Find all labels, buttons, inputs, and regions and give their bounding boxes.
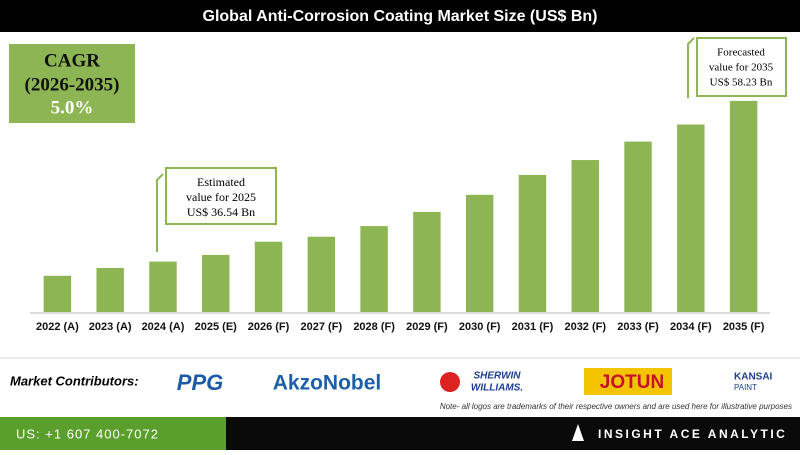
callout-text: US$ 58.23 Bn xyxy=(710,77,773,89)
x-tick-label: 2025 (E) xyxy=(195,321,238,333)
callout-text: value for 2035 xyxy=(709,62,774,74)
title-bar xyxy=(0,0,800,32)
bar xyxy=(149,261,177,312)
callout-bracket xyxy=(687,37,695,98)
logo: PPG xyxy=(177,370,223,395)
x-tick-label: 2026 (F) xyxy=(248,321,290,333)
logo-icon xyxy=(440,372,460,392)
x-tick-label: 2028 (F) xyxy=(353,321,395,333)
x-tick-label: 2027 (F) xyxy=(301,321,343,333)
logo: SHERWIN xyxy=(473,371,521,382)
logo: WILLIAMS. xyxy=(471,383,523,394)
bar xyxy=(571,160,599,312)
bar xyxy=(729,100,758,312)
callout-text: Estimated xyxy=(197,175,245,189)
x-tick-label: 2022 (A) xyxy=(36,321,79,333)
x-tick-label: 2029 (F) xyxy=(406,321,448,333)
callout-bracket xyxy=(156,173,164,252)
x-tick-label: 2034 (F) xyxy=(670,321,712,333)
x-tick-label: 2024 (A) xyxy=(142,321,185,333)
cagr-box xyxy=(9,44,135,123)
x-tick-label: 2033 (F) xyxy=(617,321,659,333)
logo: JOTUN xyxy=(600,372,664,393)
bar xyxy=(307,236,336,312)
callout-text: Forecasted xyxy=(717,47,765,59)
bar xyxy=(43,275,72,312)
phone: US: +1 607 400-7072 xyxy=(16,426,159,441)
x-tick-label: 2032 (F) xyxy=(564,321,606,333)
chart-title: Global Anti-Corrosion Coating Market Siz… xyxy=(203,8,598,25)
contributors-label: Market Contributors: xyxy=(10,373,139,388)
callout-box xyxy=(696,37,787,97)
logo: PAINT xyxy=(734,383,757,392)
logo-bg xyxy=(584,368,672,395)
callout-box xyxy=(165,167,277,225)
brand-icon xyxy=(572,424,584,441)
footer-phone-bg xyxy=(0,417,226,450)
brand: INSIGHT ACE ANALYTIC xyxy=(598,427,787,441)
x-tick-label: 2031 (F) xyxy=(512,321,554,333)
x-tick-label: 2023 (A) xyxy=(89,321,132,333)
x-tick-label: 2035 (F) xyxy=(723,321,765,333)
cagr-value: 5.0% xyxy=(51,97,94,118)
bar xyxy=(254,241,283,312)
cagr-title: CAGR xyxy=(44,50,100,71)
callout-text: value for 2025 xyxy=(186,190,256,204)
bar xyxy=(518,174,547,312)
bar xyxy=(96,267,124,312)
x-tick-label: 2030 (F) xyxy=(459,321,501,333)
bar xyxy=(202,254,230,312)
bar xyxy=(413,211,441,312)
note: Note- all logos are trademarks of their … xyxy=(440,402,792,411)
bar xyxy=(360,226,388,312)
callout-text: US$ 36.54 Bn xyxy=(187,205,255,219)
logo: KANSAI xyxy=(734,372,773,383)
bar xyxy=(465,194,494,312)
logo: AkzoNobel xyxy=(273,372,382,395)
bar xyxy=(677,124,705,313)
bar xyxy=(624,141,652,312)
cagr-period: (2026-2035) xyxy=(25,74,120,95)
